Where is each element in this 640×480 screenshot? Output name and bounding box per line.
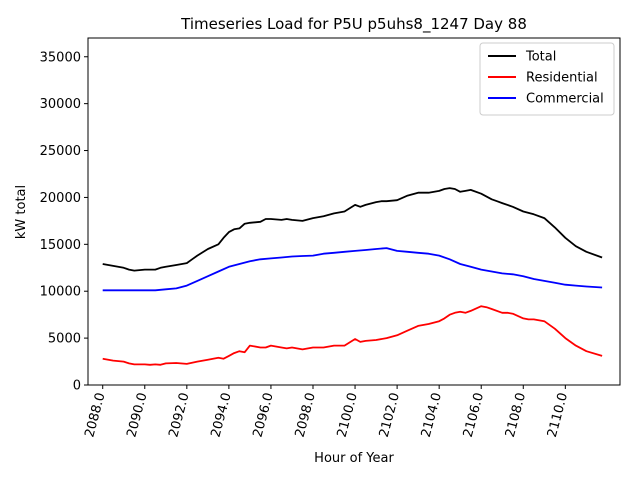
x-axis: 2088.0 2090.0 2092.0 2094.0 2096.0 2098.0 2100…: [82, 385, 571, 439]
x-tick-label: 2094.0: [208, 391, 234, 439]
chart-title: Timeseries Load for P5U p5uhs8_1247 Day …: [180, 15, 527, 34]
x-axis-label: Hour of Year: [314, 451, 394, 466]
x-tick-label: 2088.0: [82, 391, 108, 439]
series-line-residential: [102, 305, 603, 366]
legend-label-residential: Residential: [526, 71, 598, 86]
series-layer: [102, 187, 603, 366]
y-axis: 0 5000 10000 15000 20000 25000 30000 35000: [40, 50, 88, 394]
y-tick-label: 30000: [40, 97, 81, 112]
y-axis-label: kW total: [14, 185, 29, 239]
x-tick-label: 2110.0: [545, 391, 571, 439]
y-tick-label: 25000: [40, 144, 81, 159]
x-tick-label: 2098.0: [293, 391, 319, 439]
x-tick-label: 2102.0: [377, 391, 403, 439]
x-tick-label: 2108.0: [503, 391, 529, 439]
x-tick-label: 2092.0: [166, 391, 192, 439]
x-tick-label: 2104.0: [419, 391, 445, 439]
y-tick-label: 5000: [48, 332, 81, 347]
legend: Total Residential Commercial: [479, 42, 615, 116]
x-tick-label: 2106.0: [461, 391, 487, 439]
x-tick-label: 2100.0: [335, 391, 361, 439]
y-tick-label: 35000: [40, 50, 81, 65]
y-tick-label: 0: [73, 379, 81, 394]
plot-frame: [87, 37, 621, 386]
x-tick-label: 2090.0: [124, 391, 150, 439]
series-line-commercial: [102, 247, 603, 292]
y-tick-label: 20000: [40, 191, 81, 206]
legend-label-commercial: Commercial: [526, 92, 604, 107]
series-line-total: [102, 187, 603, 272]
x-tick-label: 2096.0: [251, 391, 277, 439]
y-tick-label: 10000: [40, 285, 81, 300]
y-tick-label: 15000: [40, 238, 81, 253]
legend-label-total: Total: [525, 50, 556, 65]
